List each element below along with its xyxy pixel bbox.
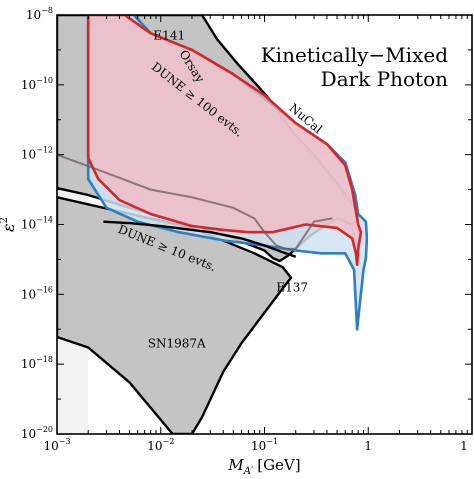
region-dune100-3: [86, 15, 363, 267]
y-tick-label: 10−18: [21, 355, 53, 371]
title-line-0: Kinetically−Mixed: [261, 43, 448, 67]
x-tick-label: 10−1: [251, 437, 278, 453]
title-line-1: Dark Photon: [321, 67, 448, 91]
y-tick-label: 10−16: [21, 285, 53, 301]
y-tick-label: 10−12: [21, 146, 53, 162]
x-axis-label: MA′ [GeV]: [227, 456, 300, 477]
y-tick-label: 10−8: [26, 6, 53, 22]
y-tick-label: 10−14: [21, 216, 53, 232]
y-tick-label: 10−20: [21, 425, 53, 441]
y-axis-label: ε2: [0, 217, 18, 232]
region-label-5: E137: [276, 281, 308, 295]
boundary-line-1: [103, 220, 297, 258]
x-tick-label: 10−2: [147, 437, 174, 453]
y-tick-label: 10−10: [21, 76, 53, 92]
boundary-line-0: [57, 153, 333, 250]
region-label-0: E141: [153, 28, 185, 42]
x-tick-label: 1: [364, 439, 372, 453]
axes: 10−3 10−2 10−1 1 1 10−20 10−18 10−16 10−14 10−12 1…: [21, 6, 472, 453]
region-excluded-1: [57, 196, 293, 434]
region-label-6: SN1987A: [148, 337, 206, 351]
x-tick-label: 1: [460, 439, 468, 453]
x-tick-label: 10−3: [43, 437, 70, 453]
